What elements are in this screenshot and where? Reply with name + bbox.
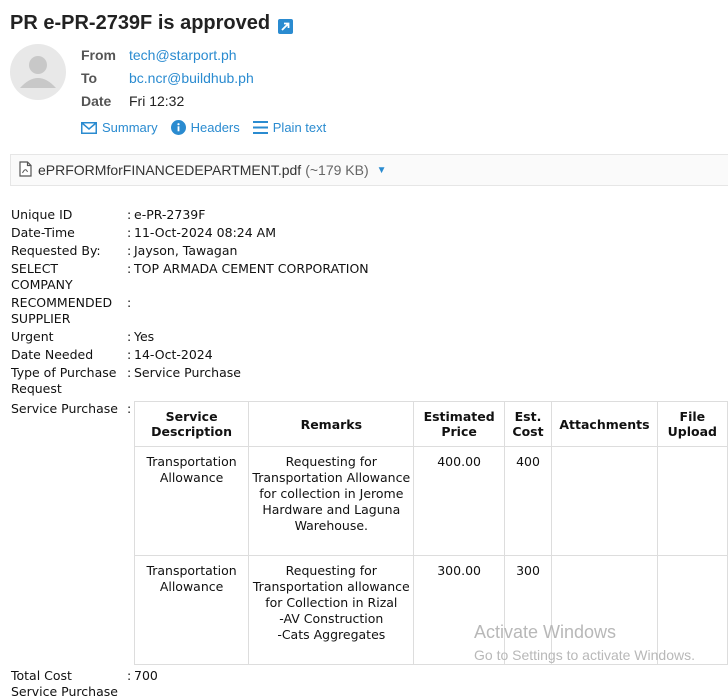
email-subject: PR e-PR-2739F is approved — [10, 12, 294, 35]
activation-watermark-text: Go to Settings to activate Windows. — [474, 647, 695, 663]
attachment-filename[interactable]: ePRFORMforFINANCEDEPARTMENT.pdf — [38, 162, 302, 178]
table-cell: Requesting for Transportation allowance … — [248, 555, 415, 665]
summary-button[interactable]: Summary — [81, 120, 158, 135]
attachment-bar[interactable]: ePRFORMforFINANCEDEPARTMENT.pdf (~179 KB… — [10, 154, 728, 186]
activation-watermark-title: Activate Windows — [474, 622, 617, 642]
from-label: From — [81, 47, 116, 63]
field-colon: : — [127, 365, 132, 380]
attachment-size: (~179 KB) — [305, 162, 369, 178]
subject-text: PR e-PR-2739F is approved — [10, 12, 271, 34]
to-label: To — [81, 70, 98, 86]
field-colon: : — [127, 401, 132, 416]
field-colon: : — [127, 668, 132, 683]
field-colon: : — [127, 225, 132, 240]
field-label: Unique ID — [11, 207, 73, 222]
column-header: Est. Cost — [503, 401, 553, 447]
field-value: 700 — [134, 668, 158, 683]
plain-text-button[interactable]: Plain text — [252, 120, 327, 135]
field-colon: : — [127, 261, 132, 276]
table-cell — [551, 446, 658, 556]
table-cell — [656, 555, 728, 665]
field-label: SELECT COMPANY — [11, 261, 73, 292]
field-value: Service Purchase — [134, 365, 241, 380]
table-cell — [551, 555, 658, 665]
open-external-icon[interactable] — [278, 17, 294, 34]
summary-label: Summary — [102, 120, 158, 135]
table-cell: Transportation Allowance — [133, 446, 250, 556]
field-label: Total Cost — [11, 668, 72, 683]
field-colon: : — [127, 207, 132, 222]
field-value: Yes — [134, 329, 155, 344]
from-row: From tech@starport.ph — [81, 47, 237, 63]
envelope-icon — [81, 121, 97, 134]
column-header: Service Description — [133, 401, 250, 447]
plain-text-label: Plain text — [272, 120, 327, 135]
field-colon: : — [127, 243, 132, 258]
table-cell: 400 — [503, 446, 553, 556]
date-value: Fri 12:32 — [129, 93, 185, 109]
field-colon: : — [127, 347, 132, 362]
info-icon — [170, 120, 186, 135]
column-header: Remarks — [248, 401, 415, 447]
avatar — [10, 44, 66, 100]
table-cell — [656, 446, 728, 556]
table-cell: 400.00 — [413, 446, 505, 556]
user-silhouette-icon — [20, 56, 56, 88]
headers-button[interactable]: Headers — [170, 120, 240, 135]
column-header: File Upload — [656, 401, 728, 447]
lines-icon — [252, 121, 268, 134]
field-value: 14-Oct-2024 — [134, 347, 213, 362]
to-row: To bc.ncr@buildhub.ph — [81, 70, 254, 86]
field-label: Type of Purchase Request — [11, 365, 117, 396]
table-cell: 300 — [503, 555, 553, 665]
table-row: Transportation Allowance Requesting for … — [133, 446, 728, 556]
from-address[interactable]: tech@starport.ph — [129, 47, 237, 63]
date-row: Date Fri 12:32 — [81, 93, 184, 109]
column-header: Attachments — [551, 401, 658, 447]
field-colon: : — [127, 329, 132, 344]
field-label: Date-Time — [11, 225, 75, 240]
field-value: TOP ARMADA CEMENT CORPORATION — [134, 261, 369, 276]
table-header-row: Service Description Remarks Estimated Pr… — [133, 401, 728, 447]
field-label: Service Purchase — [11, 684, 118, 699]
field-label: Date Needed — [11, 347, 94, 362]
to-address[interactable]: bc.ncr@buildhub.ph — [129, 70, 254, 86]
chevron-down-icon[interactable]: ▼ — [376, 164, 387, 176]
service-purchase-table: Service Description Remarks Estimated Pr… — [133, 401, 728, 665]
field-value: Jayson, Tawagan — [134, 243, 238, 258]
field-label: Requested By: — [11, 243, 101, 258]
headers-label: Headers — [190, 120, 240, 135]
table-cell: 300.00 — [413, 555, 505, 665]
table-cell: Transportation Allowance — [133, 555, 250, 665]
field-colon: : — [127, 295, 132, 310]
field-value: 11-Oct-2024 08:24 AM — [134, 225, 277, 240]
table-cell: Requesting for Transportation Allowance … — [248, 446, 415, 556]
view-actions: Summary Headers Plain text — [81, 120, 326, 135]
field-label: Service Purchase — [11, 401, 118, 416]
column-header: Estimated Price — [413, 401, 505, 447]
field-label: RECOMMENDED SUPPLIER — [11, 295, 113, 326]
field-value: e-PR-2739F — [134, 207, 206, 222]
date-label: Date — [81, 93, 112, 109]
pdf-file-icon — [19, 160, 32, 180]
table-row: Transportation Allowance Requesting for … — [133, 555, 728, 665]
field-label: Urgent — [11, 329, 54, 344]
